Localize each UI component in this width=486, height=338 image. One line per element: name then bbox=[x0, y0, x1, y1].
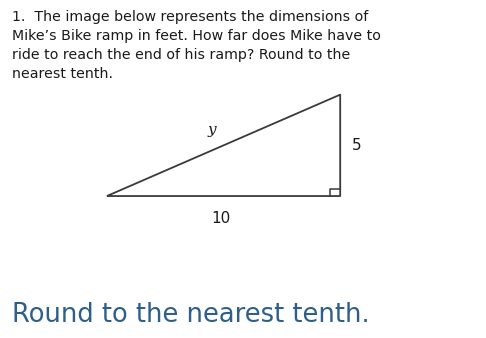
Text: 10: 10 bbox=[211, 211, 231, 225]
Text: 5: 5 bbox=[352, 138, 362, 153]
Text: Round to the nearest tenth.: Round to the nearest tenth. bbox=[12, 302, 370, 328]
Text: 1.  The image below represents the dimensions of
Mike’s Bike ramp in feet. How f: 1. The image below represents the dimens… bbox=[12, 10, 381, 81]
Text: y: y bbox=[207, 123, 216, 137]
